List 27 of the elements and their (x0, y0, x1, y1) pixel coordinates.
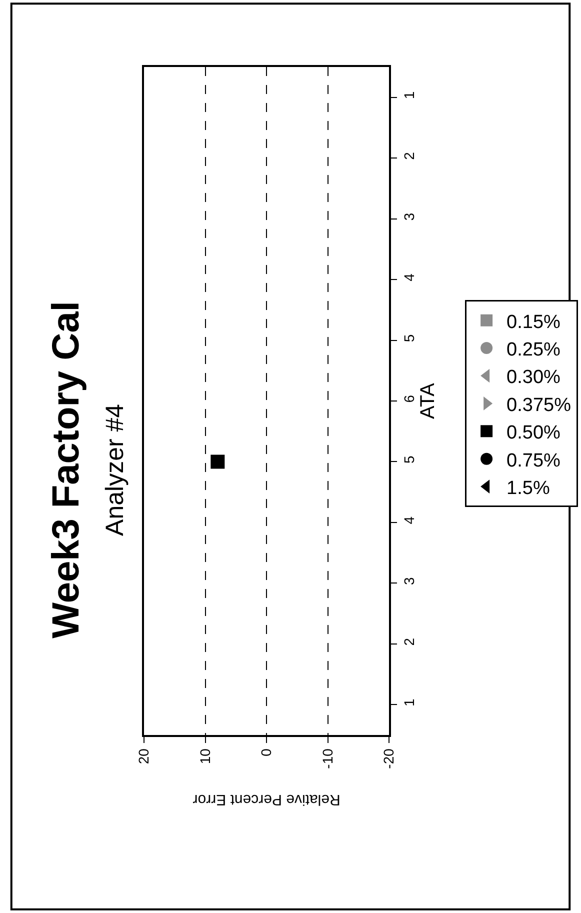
x-tick-label: -10 (319, 748, 336, 769)
x-tick-label: 0 (258, 748, 274, 756)
x-tick-label: 20 (136, 748, 152, 764)
y-tick-label: 2 (401, 152, 418, 160)
x-axis-title: Relative Percent Error (192, 791, 340, 808)
x-tick-label: 10 (196, 748, 213, 764)
y-tick-label: 5 (401, 334, 418, 342)
y-axis-title: ATA (417, 382, 440, 419)
y-tick-label: 5 (401, 456, 418, 464)
y-tick-label: 2 (401, 638, 418, 646)
legend-label: 1.5% (506, 478, 550, 499)
text: Analyzer #4 (100, 404, 129, 536)
y-tick-label: 4 (401, 516, 418, 524)
y-tick-label: 4 (401, 273, 418, 282)
legend-label: 0.75% (506, 450, 561, 472)
y-tick-label: 1 (401, 91, 418, 100)
y-tick-label: 3 (401, 576, 418, 585)
y-tick-label: 6 (401, 394, 418, 403)
y-tick-label: 3 (401, 212, 418, 221)
legend-label: 0.15% (506, 312, 561, 333)
legend-label: 0.50% (506, 422, 561, 444)
legend-label: 0.25% (506, 339, 561, 360)
x-tick-label: -20 (380, 748, 397, 769)
legend-label: 0.30% (506, 367, 561, 388)
y-tick-label: 1 (401, 698, 418, 706)
text: Week3 Factory Cal (45, 301, 88, 638)
legend-label: 0.375% (506, 394, 572, 416)
